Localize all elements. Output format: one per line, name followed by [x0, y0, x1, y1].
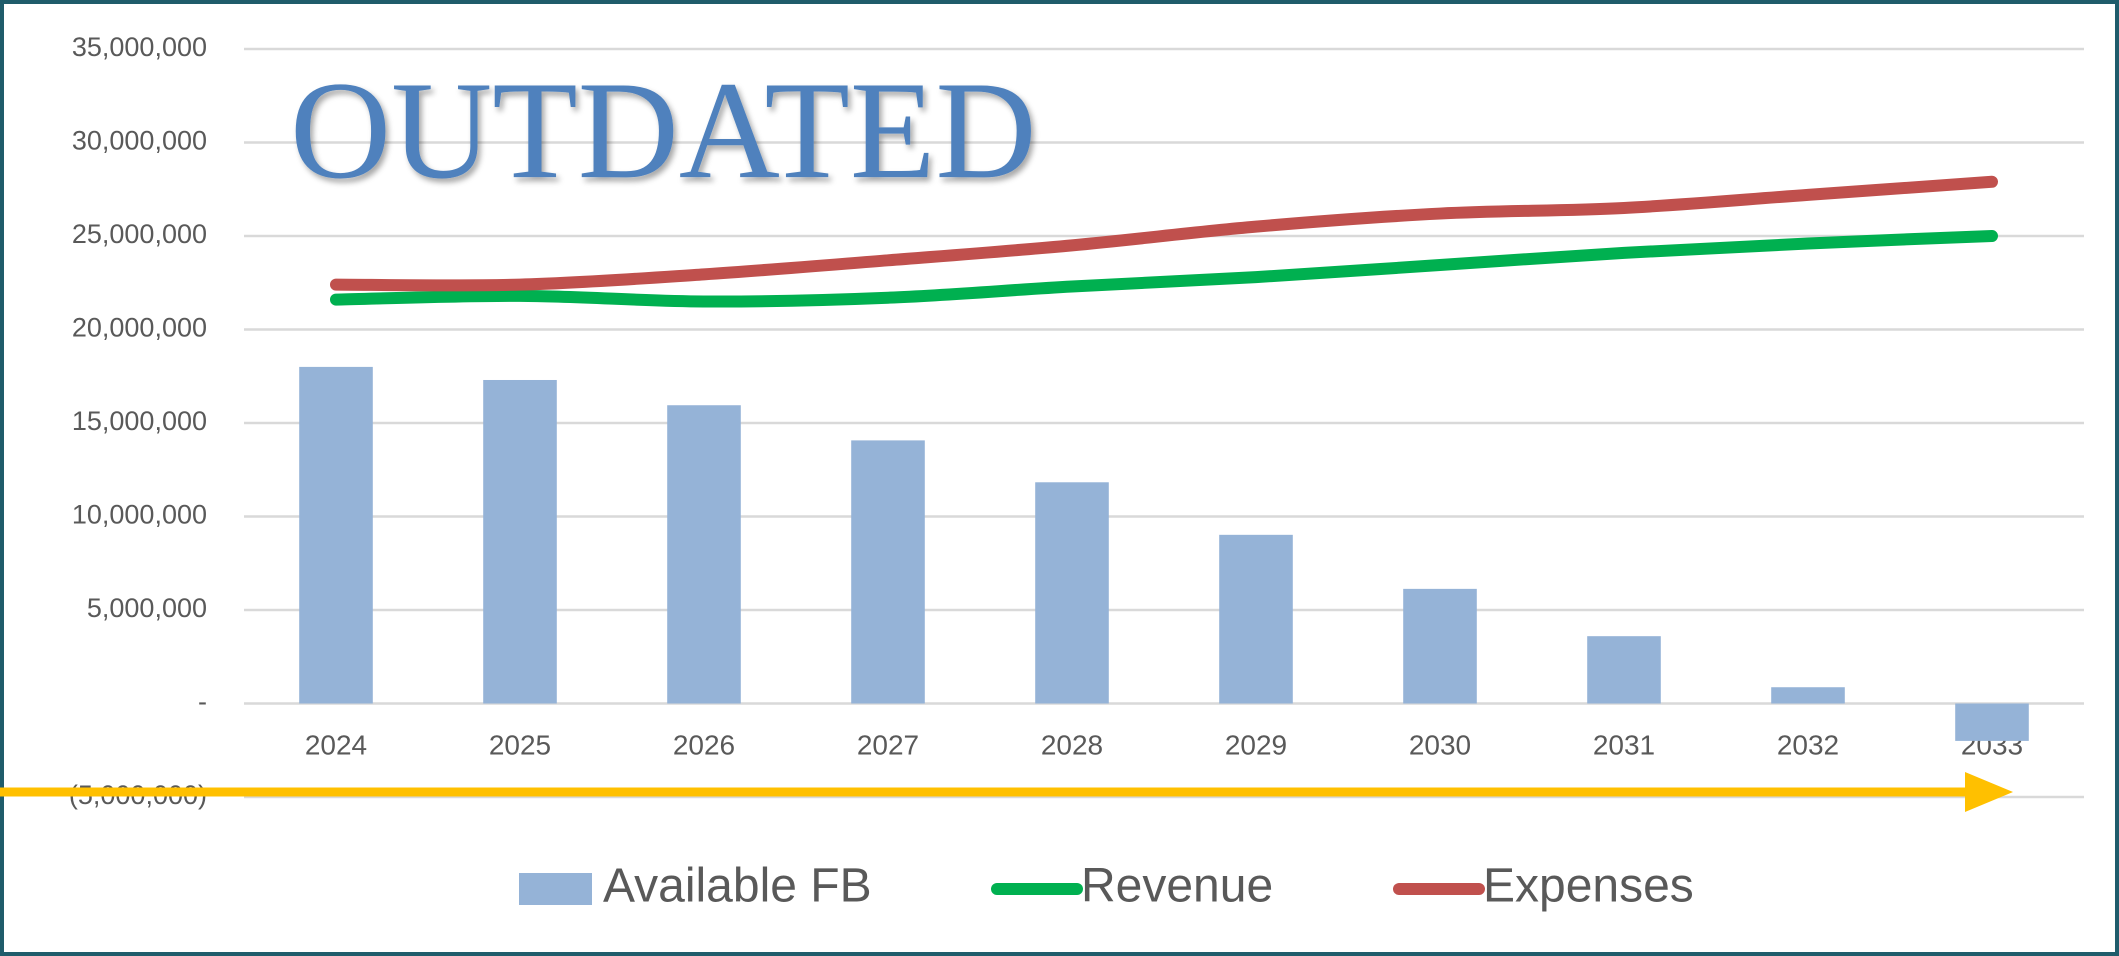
legend-label: Expenses [1483, 860, 1694, 913]
annotation: OUTDATED [290, 53, 1037, 208]
x-tick-label: 2025 [489, 729, 551, 760]
bar [1403, 588, 1477, 704]
x-tick-label: 2028 [1041, 729, 1103, 760]
y-tick-label: 5,000,000 [87, 593, 207, 623]
line [330, 175, 1998, 292]
bar [483, 379, 557, 704]
y-tick-label: 20,000,000 [72, 313, 207, 343]
bar [667, 405, 741, 704]
bar [1955, 703, 2029, 741]
legend-swatch [519, 873, 592, 905]
x-tick-label: 2030 [1409, 729, 1471, 760]
y-tick-label: 10,000,000 [72, 500, 207, 530]
bar [1771, 687, 1845, 704]
bar [1587, 636, 1661, 704]
bar [299, 366, 373, 704]
x-tick-label: 2029 [1225, 729, 1287, 760]
line [330, 230, 1998, 308]
bar [1035, 482, 1109, 704]
y-tick-label: 25,000,000 [72, 219, 207, 249]
x-tick-label: 2032 [1777, 729, 1839, 760]
bar [851, 440, 925, 704]
x-tick-label: 2024 [305, 729, 367, 760]
x-tick-label: 2031 [1593, 729, 1655, 760]
x-tick-label: 2027 [857, 729, 919, 760]
bar [1219, 534, 1293, 704]
y-tick-label: - [198, 687, 207, 717]
legend-label: Revenue [1081, 860, 1273, 913]
legend-label: Available FB [603, 860, 872, 913]
y-tick-label: 30,000,000 [72, 126, 207, 156]
x-tick-label: 2026 [673, 729, 735, 760]
y-tick-label: 35,000,000 [72, 32, 207, 62]
y-tick-label: 15,000,000 [72, 406, 207, 436]
arrow [0, 772, 2013, 812]
